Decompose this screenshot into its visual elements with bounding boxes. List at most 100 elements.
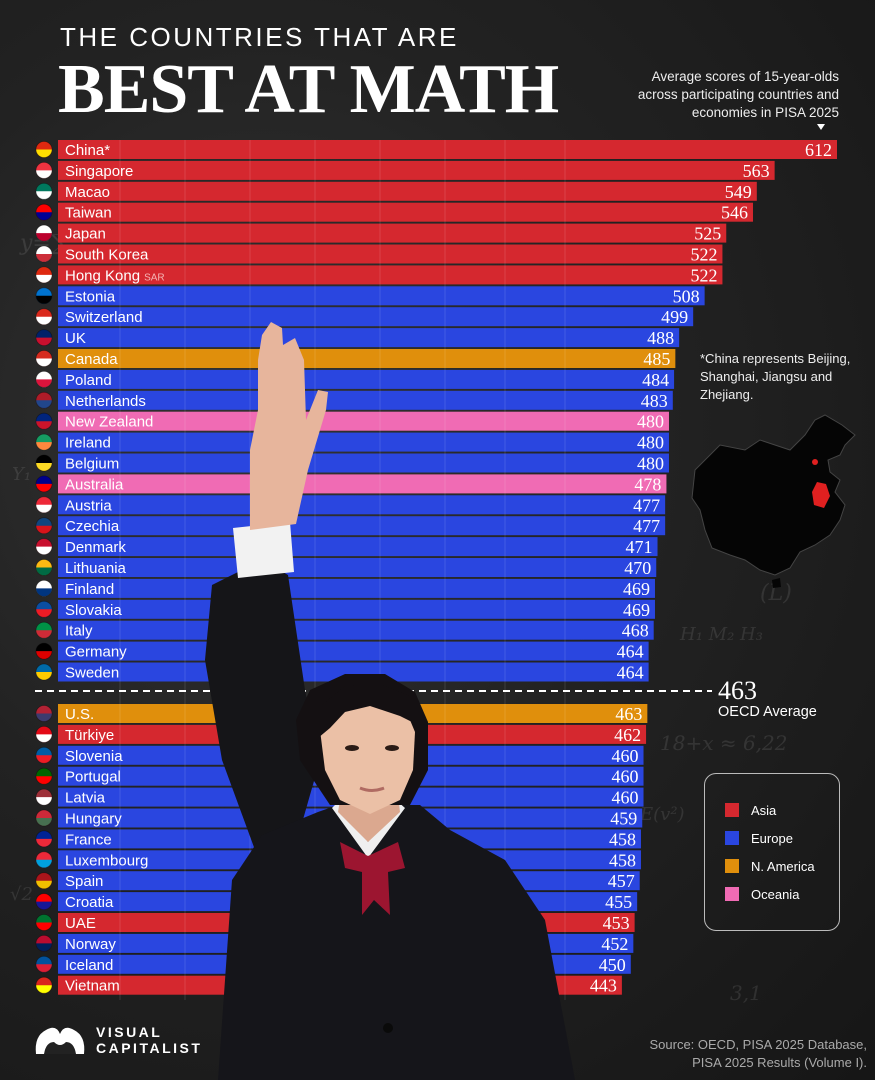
bar (58, 662, 649, 682)
bar-row: Hungary 459 (35, 808, 643, 829)
flag-icon-stripe (36, 609, 52, 618)
bar-row: Australia 478 (35, 474, 667, 494)
flag-icon-outline (35, 600, 53, 618)
bar-value: 460 (612, 767, 639, 787)
flag-icon-outline (35, 454, 53, 472)
bar (58, 641, 649, 661)
bar-row: Denmark 471 (35, 537, 658, 557)
svg-text:Y₁: Y₁ (12, 464, 31, 485)
bar-label: Lithuania (65, 560, 127, 577)
svg-text:3,1: 3,1 (730, 981, 762, 1005)
flag-icon-outline (35, 266, 53, 284)
bar-label: Slovakia (65, 602, 122, 619)
bar-value: 488 (647, 328, 674, 348)
legend-label: Asia (751, 802, 777, 818)
flag-icon (35, 705, 53, 722)
bar (58, 453, 669, 473)
bar (58, 975, 622, 995)
visual-capitalist-logo: VISUAL CAPITALIST (32, 1020, 202, 1060)
bar-label: Ireland (65, 435, 111, 452)
flag-icon-outline (35, 809, 53, 827)
flag-icon-outline (35, 914, 53, 931)
flag-icon (35, 893, 53, 910)
flag-icon-stripe (36, 651, 52, 660)
flag-icon-stripe (36, 859, 52, 868)
legend-item-oceania: Oceania (725, 884, 799, 904)
china-map-icon (691, 414, 856, 588)
flag-icon-stripe (36, 463, 52, 471)
flag-icon-stripe (36, 358, 52, 367)
bar-row: Sweden 464 (35, 662, 649, 683)
bar-row: Luxembourg 458 (35, 850, 641, 870)
flag-icon (35, 830, 53, 848)
bar-value: 522 (690, 245, 717, 265)
bar-label: New Zealand (65, 414, 153, 431)
flag-icon (35, 767, 53, 785)
flag-icon-stripe (36, 295, 52, 304)
bar (58, 307, 694, 327)
legend-swatch-europe (725, 831, 739, 845)
bar (58, 620, 654, 640)
legend-swatch-oceania (725, 887, 739, 901)
flag-icon-stripe (36, 588, 52, 597)
bar (58, 286, 705, 306)
flag-icon (35, 642, 53, 660)
flag-icon (35, 391, 53, 409)
bar-value: 452 (601, 934, 628, 954)
flag-icon-stripe (36, 880, 52, 889)
bar-row: Germany 464 (35, 641, 649, 662)
bar (58, 369, 675, 389)
bar-value: 612 (805, 140, 832, 160)
logo-line-1: VISUAL (96, 1024, 163, 1040)
flag-icon-outline (35, 496, 53, 514)
bar (58, 829, 641, 849)
subtitle-arrow-icon (817, 124, 825, 130)
bar-row: Taiwan 546 (35, 202, 753, 223)
flag-icon (35, 412, 53, 430)
bar-label: U.S. (65, 706, 94, 723)
bar-value: 549 (725, 182, 752, 202)
bar (58, 432, 669, 452)
flag-icon (35, 580, 53, 597)
bar-label: France (65, 831, 112, 848)
flag-icon-outline (35, 830, 53, 848)
bar-label: China* (65, 142, 110, 159)
flag-icon-stripe (36, 546, 52, 555)
bar-label-suffix: SAR (144, 272, 165, 283)
bar-label: Sweden (65, 665, 119, 682)
flag-icon-outline (35, 370, 53, 388)
flag-icon-outline (35, 642, 53, 660)
legend: Asia Europe N. America Oceania (704, 773, 840, 931)
bar-row: UK 488 (35, 328, 680, 348)
bar-row: Italy 468 (35, 620, 654, 641)
bar-value: 499 (661, 307, 688, 327)
bar-label: Austria (65, 497, 112, 514)
bar (58, 913, 635, 932)
bar (58, 244, 723, 264)
bar-value: 459 (610, 809, 637, 829)
flag-icon-outline (35, 161, 53, 179)
bar-value: 455 (605, 892, 632, 912)
bar (58, 349, 676, 368)
flag-icon-outline (35, 559, 53, 576)
svg-text:18+x ≈ 6,22: 18+x ≈ 6,22 (660, 731, 788, 755)
bar-label: Macao (65, 184, 110, 201)
flag-icon-outline (35, 350, 53, 367)
bar (58, 787, 644, 807)
flag-icon-stripe (36, 567, 52, 576)
bar (58, 181, 757, 201)
bar-label: Vietnam (65, 978, 120, 995)
flag-icon-stripe (36, 170, 52, 179)
flag-icon-stripe (36, 149, 52, 158)
flag-icon (35, 872, 53, 890)
flag-icon-stripe (36, 713, 52, 722)
flag-icon-stripe (36, 776, 52, 785)
legend-swatch-n-america (725, 859, 739, 873)
bar (58, 474, 667, 494)
legend-item-n-america: N. America (725, 856, 815, 876)
bar (58, 223, 727, 243)
page-title: BEST AT MATH (58, 51, 559, 128)
flag-icon (35, 726, 53, 743)
bar-label: Poland (65, 372, 112, 389)
source-text: Source: OECD, PISA 2025 Database, PISA 2… (649, 1037, 867, 1070)
